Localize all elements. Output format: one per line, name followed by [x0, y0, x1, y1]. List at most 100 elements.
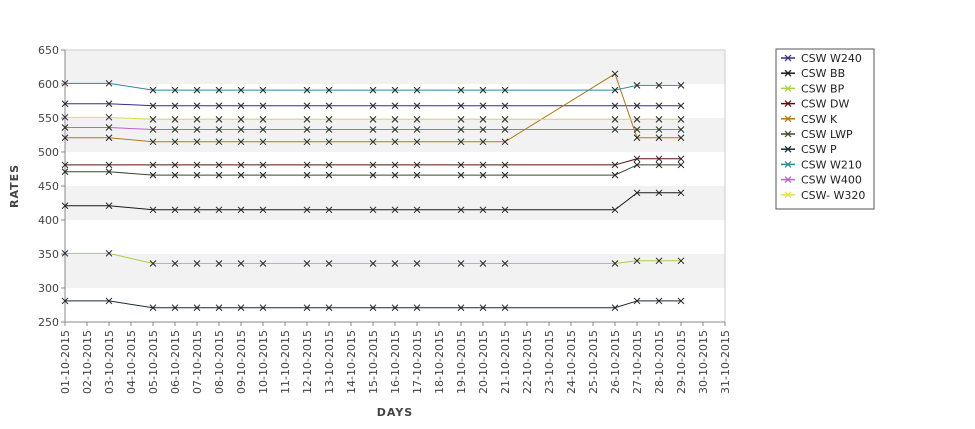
data-point: [193, 260, 201, 267]
data-point: [171, 260, 179, 267]
data-point: [413, 102, 421, 110]
legend-box: [775, 48, 875, 210]
data-point: [655, 161, 663, 169]
data-point: [633, 297, 641, 305]
data-point: [633, 155, 641, 163]
x-tick-label: 27-10-2015: [631, 330, 644, 394]
data-point: [677, 257, 685, 265]
data-point: [413, 126, 421, 133]
legend-label: CSW BP: [801, 82, 845, 95]
data-point: [303, 102, 311, 110]
data-point: [303, 116, 311, 123]
data-point: [633, 257, 641, 265]
grid-band: [65, 220, 725, 254]
x-tick-label: 03-10-2015: [103, 330, 116, 394]
series-line: [65, 73, 681, 143]
data-point: [457, 161, 465, 169]
x-tick-label: 04-10-2015: [125, 330, 138, 394]
y-tick-label: 250: [38, 316, 59, 329]
data-point: [457, 138, 465, 146]
x-tick-label: 10-10-2015: [257, 330, 270, 394]
data-point: [501, 260, 509, 267]
data-point: [149, 161, 157, 169]
data-point: [149, 304, 157, 312]
data-point: [237, 206, 245, 214]
data-point: [633, 134, 641, 142]
x-tick-label: 06-10-2015: [169, 330, 182, 394]
legend-marker: [784, 145, 792, 153]
data-point: [171, 304, 179, 312]
data-point: [369, 138, 377, 146]
grid-band: [65, 186, 725, 220]
data-point: [215, 161, 223, 169]
data-point: [149, 86, 157, 94]
legend-label: CSW P: [801, 143, 837, 156]
data-point: [105, 297, 113, 305]
data-point: [193, 116, 201, 123]
data-point: [171, 126, 179, 133]
data-point: [633, 102, 641, 110]
x-tick-label: 29-10-2015: [675, 330, 688, 394]
data-point: [655, 189, 663, 197]
data-point: [105, 100, 113, 108]
data-point: [501, 86, 509, 94]
data-point: [479, 260, 487, 267]
data-point: [215, 171, 223, 179]
data-point: [171, 171, 179, 179]
legend-label: CSW- W320: [801, 189, 865, 202]
legend-marker: [784, 115, 792, 123]
data-point: [479, 116, 487, 123]
x-tick-label: 20-10-2015: [477, 330, 490, 394]
data-point: [633, 161, 641, 169]
legend-marker: [784, 54, 792, 62]
legend-marker: [784, 130, 792, 138]
data-point: [633, 116, 641, 123]
grid-band: [65, 118, 725, 152]
data-point: [171, 138, 179, 146]
data-point: [61, 297, 69, 305]
data-point: [259, 116, 267, 123]
data-point: [259, 260, 267, 267]
legend-label: CSW BB: [801, 67, 845, 80]
data-point: [413, 138, 421, 146]
data-point: [611, 116, 619, 123]
data-point: [391, 171, 399, 179]
series-line: [65, 164, 681, 176]
series-line: [65, 300, 681, 309]
x-tick-label: 16-10-2015: [389, 330, 402, 394]
x-tick-label: 18-10-2015: [433, 330, 446, 394]
data-point: [149, 171, 157, 179]
y-tick-label: 450: [38, 180, 59, 193]
data-point: [325, 126, 333, 133]
data-point: [237, 116, 245, 123]
data-point: [611, 86, 619, 94]
grid-band: [65, 152, 725, 186]
data-point: [259, 86, 267, 94]
x-tick-label: 25-10-2015: [587, 330, 600, 394]
x-tick-label: 07-10-2015: [191, 330, 204, 394]
data-point: [259, 304, 267, 312]
data-point: [611, 304, 619, 312]
series-line: [65, 116, 681, 120]
data-point: [479, 161, 487, 169]
y-axis-title: RATES: [8, 164, 21, 208]
data-point: [259, 138, 267, 146]
data-point: [611, 102, 619, 110]
data-point: [479, 206, 487, 214]
data-point: [457, 86, 465, 94]
data-point: [413, 206, 421, 214]
series-line: [65, 252, 681, 265]
data-point: [171, 102, 179, 110]
data-point: [677, 126, 685, 133]
x-tick-label: 08-10-2015: [213, 330, 226, 394]
data-point: [457, 304, 465, 312]
data-point: [655, 82, 663, 89]
data-point: [325, 171, 333, 179]
data-point: [611, 171, 619, 179]
data-point: [193, 102, 201, 110]
data-point: [633, 82, 641, 89]
data-point: [237, 102, 245, 110]
data-point: [325, 161, 333, 169]
data-point: [413, 304, 421, 312]
data-point: [237, 304, 245, 312]
